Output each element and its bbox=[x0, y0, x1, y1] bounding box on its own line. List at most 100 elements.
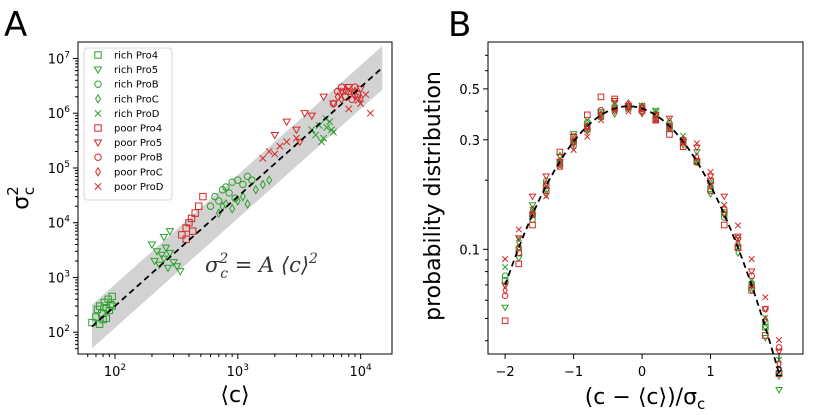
legend-marker-poor-proc bbox=[95, 166, 101, 177]
data-point-poor-pro5 bbox=[292, 126, 301, 135]
data-point-poor-prod bbox=[693, 140, 701, 147]
data-point-rich-prod bbox=[315, 121, 323, 129]
data-point-poor-prod bbox=[259, 154, 267, 162]
data-point-rich-pro5 bbox=[165, 249, 175, 258]
data-point-rich-prob bbox=[762, 319, 769, 326]
data-point-poor-prob bbox=[597, 106, 605, 114]
data-point-poor-prob bbox=[638, 105, 646, 112]
legend-marker-rich-prob bbox=[94, 80, 102, 88]
x-tick-label: 104 bbox=[350, 363, 373, 380]
legend-label-poor-pro4: poor Pro4 bbox=[114, 124, 162, 135]
x-tick-label: 0 bbox=[638, 365, 646, 380]
data-point-poor-prob bbox=[775, 344, 783, 351]
data-point-rich-proc bbox=[222, 199, 229, 209]
data-point-poor-pro5 bbox=[706, 173, 715, 181]
data-point-poor-prod bbox=[707, 168, 714, 176]
data-point-poor-proc bbox=[357, 92, 364, 103]
data-point-rich-prod bbox=[326, 118, 334, 126]
data-point-rich-proc bbox=[229, 203, 236, 214]
data-point-rich-pro4 bbox=[102, 314, 111, 322]
data-point-poor-pro4 bbox=[583, 111, 591, 119]
data-point-poor-pro4 bbox=[189, 227, 197, 235]
data-point-rich-prod bbox=[501, 263, 509, 271]
panel-a-frame bbox=[77, 41, 393, 355]
panel-a-legend: rich Pro4 rich Pro5 rich ProB rich ProC rich… bbox=[83, 47, 173, 201]
data-point-poor-prob bbox=[666, 122, 673, 130]
data-point-poor-pro4 bbox=[185, 219, 193, 227]
data-point-poor-proc bbox=[748, 280, 755, 290]
data-point-poor-pro5 bbox=[610, 98, 619, 105]
data-point-poor-proc bbox=[334, 91, 341, 102]
data-point-rich-prod bbox=[323, 123, 331, 131]
data-point-poor-pro5 bbox=[270, 131, 280, 140]
y-tick-label: 102 bbox=[48, 324, 70, 341]
data-point-poor-pro5 bbox=[282, 118, 292, 127]
data-point-poor-prod bbox=[775, 336, 783, 344]
x-tick-label: −1 bbox=[564, 365, 583, 380]
legend-marker-rich-pro5 bbox=[93, 66, 103, 75]
data-point-poor-prod bbox=[354, 97, 362, 105]
panel-a-y-label: σ2c bbox=[4, 186, 38, 210]
data-point-poor-prob bbox=[529, 211, 536, 218]
legend-label-rich-prod: rich ProD bbox=[114, 109, 160, 120]
y-tick-label: 0.3 bbox=[459, 134, 480, 149]
panel-b-y-label: probability distribution bbox=[421, 71, 446, 321]
legend-label-rich-pro5: rich Pro5 bbox=[114, 65, 158, 76]
data-point-poor-prod bbox=[345, 105, 353, 113]
y-tick-label: 107 bbox=[48, 50, 70, 67]
data-point-rich-pro5 bbox=[161, 244, 171, 253]
x-tick-label: 102 bbox=[104, 363, 126, 380]
data-point-rich-proc bbox=[762, 322, 769, 332]
x-tick-label: 2 bbox=[775, 365, 783, 380]
data-point-poor-pro4 bbox=[762, 332, 769, 339]
data-point-poor-prod bbox=[762, 294, 769, 301]
y-tick-label: 105 bbox=[48, 160, 70, 177]
data-point-rich-pro5 bbox=[150, 257, 159, 266]
data-point-rich-prob bbox=[215, 197, 223, 205]
data-point-poor-proc bbox=[721, 210, 727, 219]
data-point-poor-prob bbox=[652, 115, 660, 123]
data-point-poor-proc bbox=[570, 139, 577, 149]
x-tick-label: −2 bbox=[496, 365, 515, 380]
legend-marker-poor-prob bbox=[94, 153, 102, 161]
data-point-poor-pro5 bbox=[528, 193, 537, 201]
legend-label-rich-pro4: rich Pro4 bbox=[114, 51, 158, 62]
data-point-poor-prod bbox=[366, 109, 374, 117]
data-point-poor-prod bbox=[570, 146, 577, 154]
data-point-rich-proc bbox=[735, 248, 741, 258]
data-point-rich-pro5 bbox=[147, 241, 157, 250]
data-point-rich-prob bbox=[225, 189, 233, 197]
data-point-poor-pro4 bbox=[194, 202, 203, 210]
data-point-rich-pro5 bbox=[610, 99, 619, 107]
data-point-poor-pro5 bbox=[307, 112, 317, 121]
data-point-poor-prod bbox=[625, 108, 632, 115]
data-point-poor-pro4 bbox=[597, 93, 605, 101]
x-tick-label: 103 bbox=[227, 363, 249, 380]
y-tick-label: 106 bbox=[48, 105, 71, 122]
data-point-rich-pro5 bbox=[501, 304, 510, 312]
data-point-rich-prob bbox=[720, 214, 728, 221]
data-point-poor-prob bbox=[762, 305, 769, 313]
data-point-poor-pro5 bbox=[665, 115, 674, 123]
legend-label-poor-proc: poor ProC bbox=[114, 167, 163, 178]
data-point-rich-prob bbox=[234, 176, 242, 184]
data-point-rich-proc bbox=[543, 189, 549, 199]
legend-box bbox=[83, 47, 173, 201]
data-point-poor-pro4 bbox=[501, 317, 509, 325]
data-point-poor-pro4 bbox=[199, 192, 207, 201]
data-point-poor-prob bbox=[693, 158, 701, 165]
data-point-poor-prod bbox=[515, 226, 522, 233]
data-point-rich-prob bbox=[206, 202, 215, 210]
data-point-poor-pro5 bbox=[775, 348, 783, 356]
data-point-poor-prod bbox=[271, 150, 279, 158]
data-point-poor-pro5 bbox=[329, 100, 338, 109]
data-point-rich-pro5 bbox=[514, 255, 523, 263]
data-point-poor-prob bbox=[333, 87, 342, 96]
data-point-poor-proc bbox=[502, 285, 508, 295]
data-point-rich-prod bbox=[328, 126, 336, 134]
panel-label-a: A bbox=[4, 5, 27, 45]
data-point-poor-pro5 bbox=[692, 144, 701, 152]
data-point-poor-prod bbox=[584, 133, 591, 140]
legend-marker-poor-prod bbox=[94, 182, 102, 190]
